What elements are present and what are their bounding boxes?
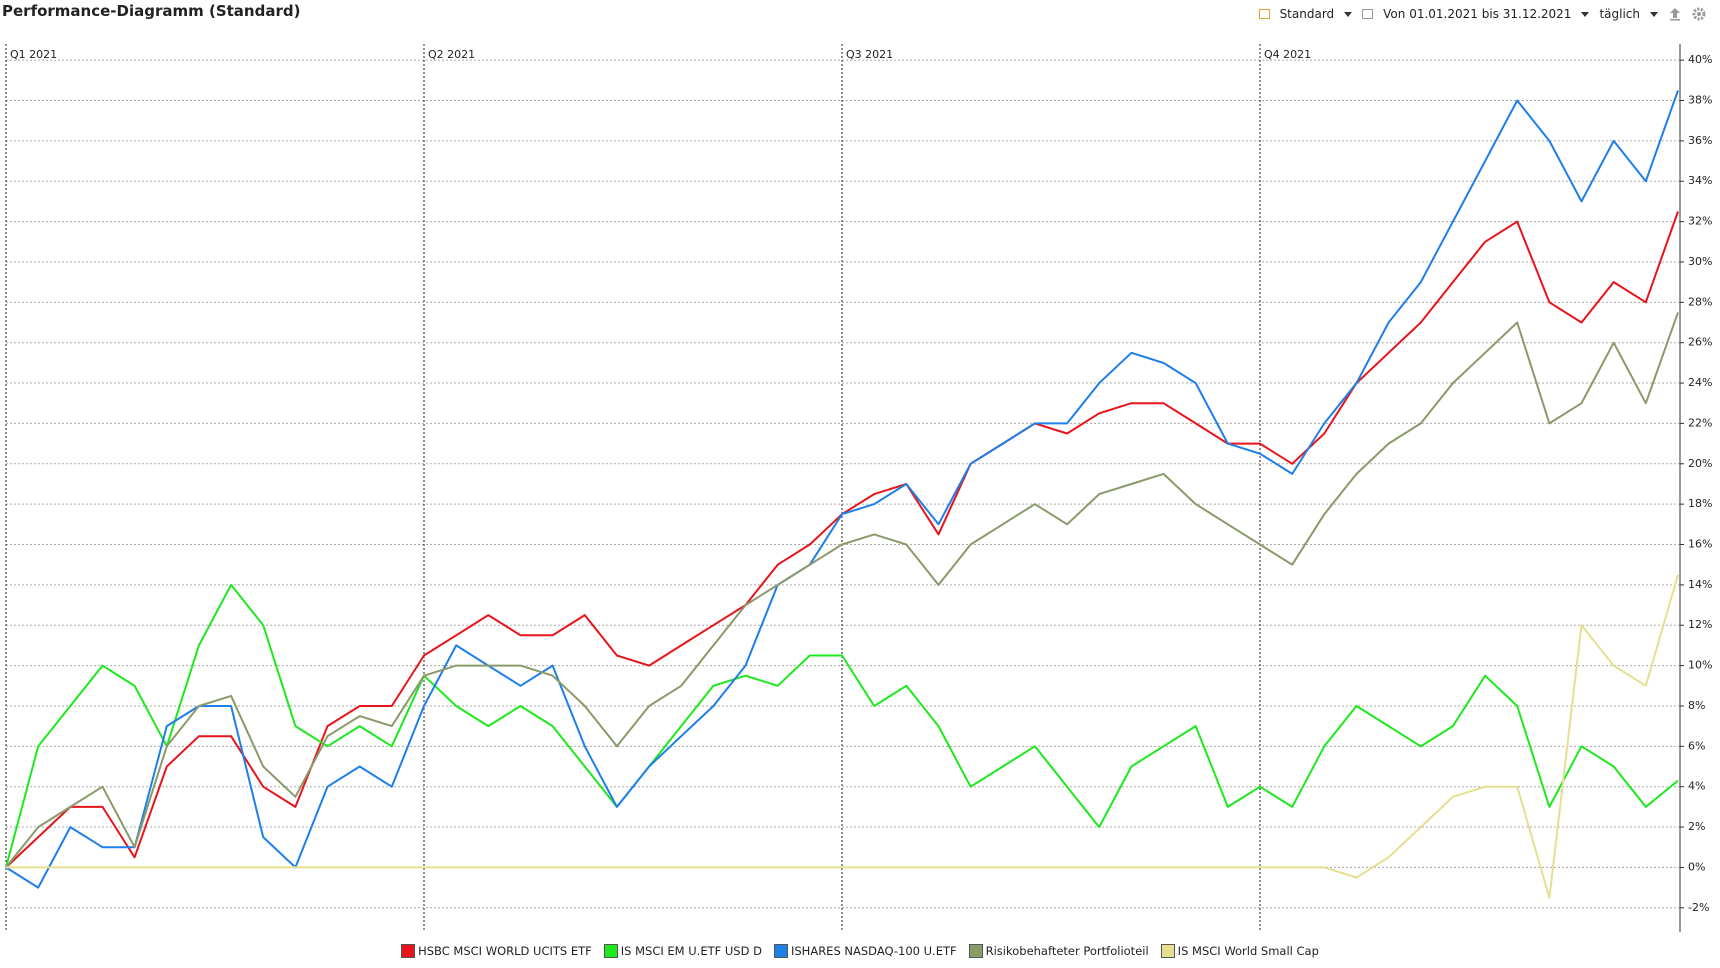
chart: -2% 0% 2% 4% 6% 8% 10% 12% 14% 16% 18% 20% 22% 24% 26%… [5,44,1712,932]
legend-swatch [968,944,983,958]
legend-item[interactable]: IS MSCI EM U.ETF USD D [603,944,762,958]
x-tick-label: Q1 2021 [10,48,57,61]
y-tick-label: 14% [1688,578,1712,591]
legend-item[interactable]: ISHARES NASDAQ-100 U.ETF [773,944,957,958]
chart-title: Performance-Diagramm (Standard) [2,2,301,20]
y-tick-label: 24% [1688,376,1712,389]
export-icon[interactable] [1668,7,1682,21]
calendar-icon[interactable] [1362,9,1374,19]
legend-item[interactable]: IS MSCI World Small Cap [1160,944,1319,958]
x-tick-label: Q2 2021 [428,48,475,61]
y-tick-label: -2% [1688,901,1709,914]
y-tick-label: 32% [1688,215,1712,228]
y-tick-label: 16% [1688,538,1712,551]
legend-label: IS MSCI World Small Cap [1177,944,1319,958]
interval-dropdown[interactable] [1650,11,1658,17]
x-tick-label: Q4 2021 [1264,48,1311,61]
legend-label: HSBC MSCI WORLD UCITS ETF [418,944,592,958]
y-tick-label: 0% [1688,860,1705,873]
y-tick-label: 12% [1688,618,1712,631]
legend-item[interactable]: Risikobehafteter Portfolioteil [968,944,1149,958]
series-line [6,574,1679,899]
legend-item[interactable]: HSBC MSCI WORLD UCITS ETF [401,944,592,958]
toolbar: Standard Von 01.01.2021 bis 31.12.2021 t… [1258,7,1706,21]
y-tick-label: 20% [1688,457,1712,470]
y-tick-label: 30% [1688,255,1712,268]
y-tick-label: 26% [1688,336,1712,349]
legend-swatch [773,944,788,958]
legend-swatch [401,944,416,958]
view-icon [1258,9,1270,19]
y-tick-label: 10% [1688,659,1712,672]
series-line [5,90,1679,889]
y-tick-label: 28% [1688,295,1712,308]
interval-select[interactable]: täglich [1599,7,1640,21]
settings-icon[interactable] [1692,7,1706,21]
series-line [5,583,1679,868]
period-select[interactable]: Von 01.01.2021 bis 31.12.2021 [1383,7,1572,21]
legend: HSBC MSCI WORLD UCITS ETF IS MSCI EM U.ET… [0,944,1720,958]
legend-swatch [1160,944,1175,958]
y-tick-label: 8% [1688,699,1705,712]
x-tick-label: Q3 2021 [846,48,893,61]
y-tick-label: 2% [1688,820,1705,833]
y-tick-label: 22% [1688,416,1712,429]
view-select[interactable]: Standard [1279,7,1335,21]
y-tick-label: 4% [1688,780,1705,793]
view-dropdown[interactable] [1344,11,1353,17]
legend-swatch [603,944,618,958]
period-dropdown[interactable] [1581,11,1590,17]
y-tick-label: 34% [1688,174,1712,187]
series-line [5,312,1679,869]
legend-label: IS MSCI EM U.ETF USD D [620,944,762,958]
y-tick-label: 40% [1688,53,1712,66]
y-tick-label: 6% [1688,739,1705,752]
legend-label: ISHARES NASDAQ-100 U.ETF [790,944,957,958]
legend-label: Risikobehafteter Portfolioteil [985,944,1149,958]
y-tick-label: 36% [1688,134,1712,147]
y-tick-label: 38% [1688,94,1712,107]
y-tick-label: 18% [1688,497,1712,510]
